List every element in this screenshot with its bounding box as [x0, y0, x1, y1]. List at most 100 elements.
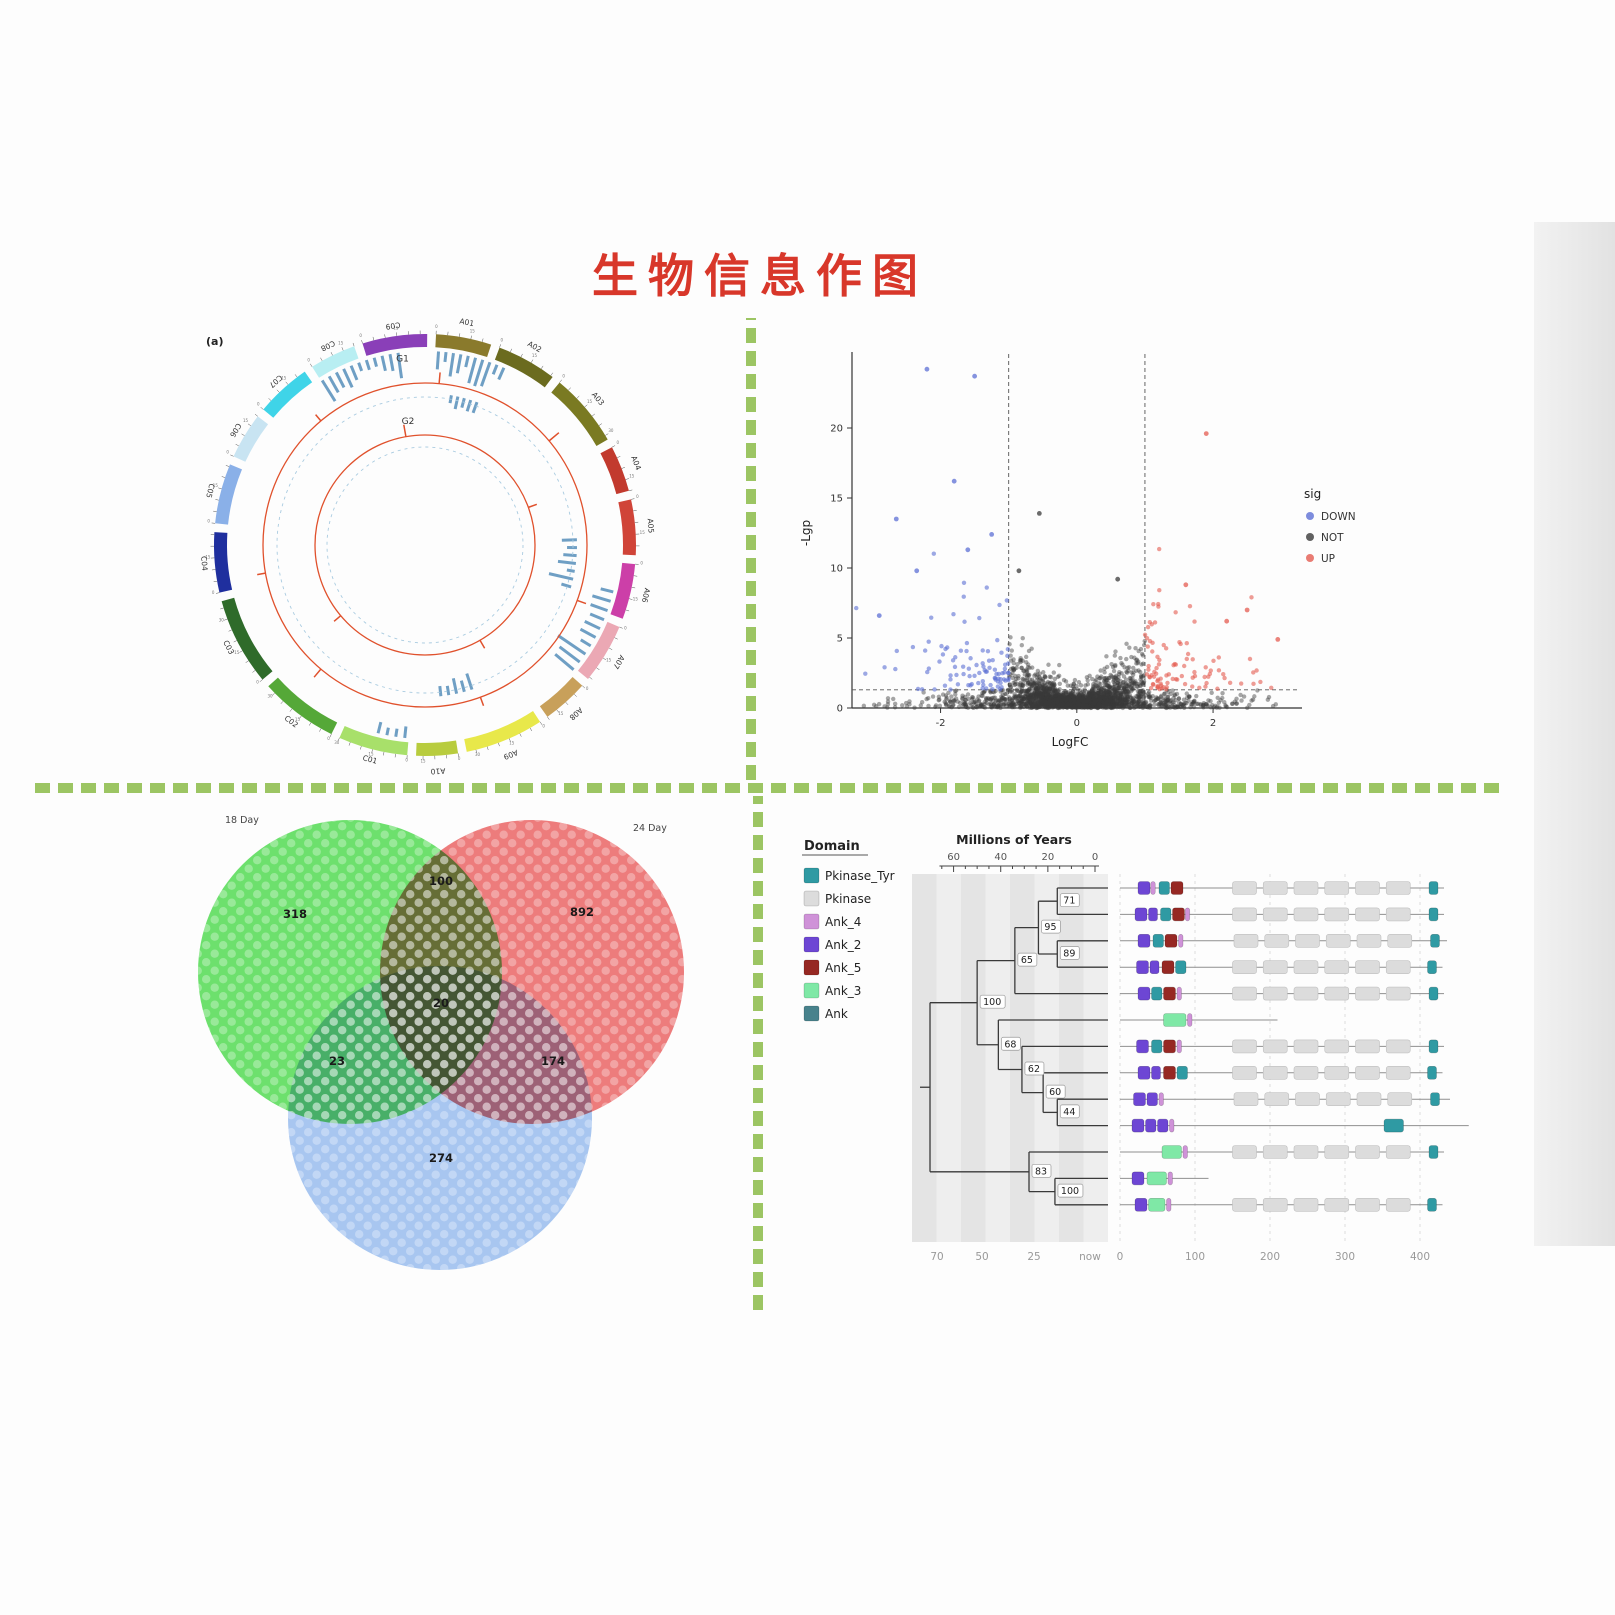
svg-text:400: 400 — [1410, 1251, 1430, 1263]
svg-text:30: 30 — [268, 694, 274, 699]
svg-text:15: 15 — [629, 474, 635, 479]
svg-text:(a): (a) — [206, 335, 223, 348]
svg-text:95: 95 — [1044, 922, 1056, 933]
svg-text:Ank_3: Ank_3 — [825, 984, 861, 998]
svg-text:62: 62 — [1028, 1064, 1040, 1075]
svg-text:318: 318 — [283, 907, 307, 921]
svg-text:15: 15 — [281, 376, 287, 381]
svg-text:10: 10 — [830, 564, 843, 575]
svg-text:0: 0 — [359, 333, 362, 338]
svg-text:0: 0 — [226, 450, 229, 455]
svg-text:15: 15 — [420, 758, 426, 763]
svg-text:C01: C01 — [362, 753, 379, 765]
svg-text:100: 100 — [1061, 1186, 1079, 1197]
svg-text:A06: A06 — [640, 587, 652, 604]
svg-text:65: 65 — [1021, 955, 1033, 966]
svg-text:UP: UP — [1321, 553, 1335, 565]
svg-text:15: 15 — [295, 717, 301, 722]
svg-text:sig: sig — [1304, 487, 1321, 501]
svg-text:15: 15 — [368, 752, 374, 757]
svg-text:50: 50 — [975, 1251, 988, 1263]
svg-text:A07: A07 — [611, 654, 626, 671]
svg-text:C09: C09 — [385, 320, 401, 331]
svg-text:A05: A05 — [646, 518, 656, 534]
svg-text:Ank_2: Ank_2 — [825, 938, 861, 952]
svg-text:Ank: Ank — [825, 1007, 848, 1021]
svg-text:23: 23 — [329, 1054, 345, 1068]
svg-text:C08: C08 — [319, 339, 336, 354]
svg-text:15: 15 — [470, 329, 476, 334]
svg-text:C04: C04 — [199, 556, 209, 572]
svg-text:30: 30 — [608, 428, 614, 433]
svg-text:A08: A08 — [567, 706, 584, 723]
svg-text:25: 25 — [1027, 1251, 1040, 1263]
svg-text:C06: C06 — [228, 422, 243, 440]
scan-edge-shadow — [1534, 222, 1615, 1246]
svg-text:A01: A01 — [459, 317, 475, 329]
phylo-domain-plot: Domain Pkinase_Tyr Pkinase Ank_4 Ank_2 Ank_5 A… — [802, 832, 1469, 1263]
divider-vertical-bottom — [753, 796, 763, 1310]
svg-text:15: 15 — [205, 554, 211, 559]
svg-text:15: 15 — [587, 399, 593, 404]
svg-text:15: 15 — [532, 353, 538, 358]
svg-text:300: 300 — [1335, 1251, 1355, 1263]
svg-text:89: 89 — [1063, 949, 1075, 960]
svg-text:892: 892 — [570, 905, 594, 919]
svg-text:5: 5 — [837, 634, 843, 645]
svg-text:0: 0 — [616, 440, 619, 445]
svg-text:-2: -2 — [936, 718, 946, 729]
svg-text:DOWN: DOWN — [1321, 511, 1356, 523]
svg-text:15: 15 — [558, 711, 564, 716]
svg-text:C05: C05 — [204, 482, 216, 499]
svg-text:70: 70 — [930, 1251, 943, 1263]
svg-text:0: 0 — [212, 590, 215, 595]
svg-text:24 Day: 24 Day — [633, 823, 667, 834]
svg-text:C02: C02 — [283, 714, 300, 730]
svg-text:60: 60 — [1049, 1087, 1061, 1098]
svg-text:0: 0 — [624, 626, 627, 631]
svg-text:Ank_5: Ank_5 — [825, 961, 861, 975]
svg-text:15: 15 — [234, 650, 240, 655]
svg-text:0: 0 — [256, 680, 259, 685]
svg-text:Millions of Years: Millions of Years — [956, 832, 1072, 847]
svg-text:0: 0 — [207, 519, 210, 524]
svg-text:15: 15 — [606, 658, 612, 663]
svg-text:15: 15 — [243, 418, 249, 423]
svg-text:-Lgp: -Lgp — [799, 520, 813, 546]
svg-text:now: now — [1079, 1251, 1101, 1263]
svg-text:0: 0 — [636, 494, 639, 499]
svg-text:A10: A10 — [430, 766, 445, 776]
svg-text:274: 274 — [429, 1151, 453, 1165]
svg-text:2: 2 — [1210, 718, 1216, 729]
svg-text:83: 83 — [1035, 1166, 1047, 1177]
svg-text:200: 200 — [1260, 1251, 1280, 1263]
svg-text:G2: G2 — [402, 417, 415, 427]
svg-text:0: 0 — [640, 561, 643, 566]
svg-text:100: 100 — [983, 997, 1001, 1008]
svg-text:20: 20 — [1041, 852, 1054, 863]
svg-text:40: 40 — [994, 852, 1007, 863]
svg-text:20: 20 — [830, 424, 843, 435]
svg-text:174: 174 — [541, 1054, 565, 1068]
svg-text:0: 0 — [405, 758, 408, 763]
svg-text:NOT: NOT — [1321, 532, 1344, 544]
svg-text:100: 100 — [1185, 1251, 1205, 1263]
svg-text:Pkinase_Tyr: Pkinase_Tyr — [825, 869, 895, 883]
svg-text:15: 15 — [633, 596, 639, 601]
svg-text:0: 0 — [1092, 852, 1098, 863]
svg-text:30: 30 — [475, 752, 481, 757]
divider-vertical-top — [746, 318, 756, 780]
svg-text:A09: A09 — [502, 748, 519, 762]
page-title: 生物信息作图 — [592, 249, 928, 303]
svg-text:0: 0 — [586, 686, 589, 691]
svg-text:0: 0 — [307, 357, 310, 362]
svg-text:A04: A04 — [629, 454, 643, 471]
svg-text:30: 30 — [334, 740, 340, 745]
svg-text:68: 68 — [1004, 1039, 1016, 1050]
svg-text:Pkinase: Pkinase — [825, 892, 871, 906]
svg-text:15: 15 — [509, 740, 515, 745]
svg-text:71: 71 — [1063, 896, 1075, 907]
